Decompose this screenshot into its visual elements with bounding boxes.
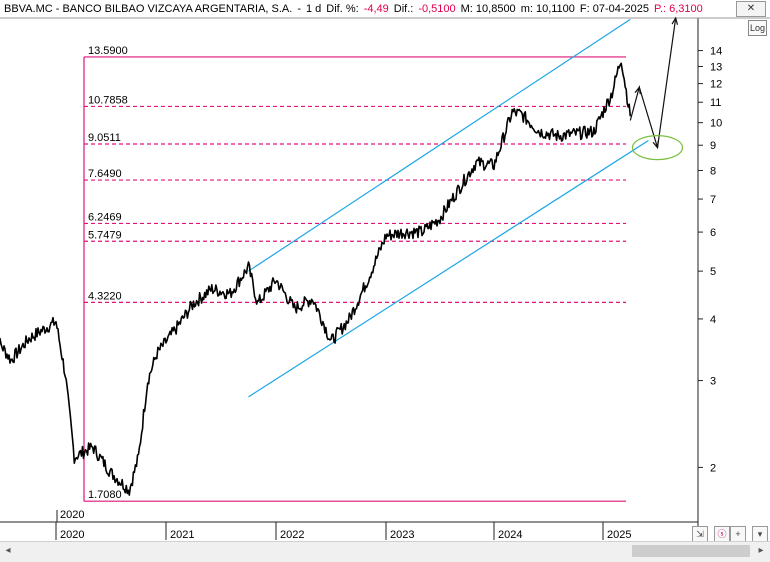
projection-arrowhead	[652, 140, 659, 150]
log-scale-button[interactable]: Log	[748, 20, 767, 36]
settings-icon[interactable]: ▾	[752, 526, 768, 542]
x-tick-label: 2021	[170, 529, 194, 541]
x-tick-label: 2020	[60, 529, 84, 541]
fib-level-label: 9.0511	[88, 132, 121, 144]
chart-type-icon[interactable]: ⓢ	[714, 526, 730, 542]
fib-level-label: 6.2469	[88, 211, 122, 223]
price-chart[interactable]: 14 13 12 11 10 9 8 7 6 5 4 3 2 2020 2021 2022 2023 2024 20…	[0, 0, 770, 541]
dif-label: Dif.:	[393, 3, 414, 15]
min-label: m: 10,1100	[520, 3, 575, 15]
fib-level-label: 5.7479	[88, 229, 122, 241]
x-tick-label: 2023	[390, 529, 414, 541]
channel-upper-line	[248, 18, 631, 272]
projection-arrowhead	[634, 85, 641, 95]
y-tick-label: 9	[710, 140, 716, 152]
y-tick-label: 10	[710, 118, 722, 130]
price-label: P.: 6,3100	[654, 3, 703, 15]
chart-header: BBVA.MC - BANCO BILBAO VIZCAYA ARGENTARI…	[0, 0, 704, 18]
scroll-left-icon[interactable]: ◂	[5, 545, 11, 556]
y-tick-label: 3	[710, 376, 716, 388]
y-tick-label: 13	[710, 61, 722, 73]
scroll-right-icon[interactable]: ▸	[758, 545, 764, 556]
scroll-thumb[interactable]	[632, 545, 750, 557]
dif-value: -0,5100	[418, 3, 456, 15]
y-tick-label: 12	[710, 79, 722, 91]
max-label: M: 10,8500	[460, 3, 516, 15]
date-label: F: 07-04-2025	[579, 3, 650, 15]
x-tick-label: 2024	[498, 529, 522, 541]
projection-arrowhead	[671, 16, 679, 25]
fib-level-label: 7.6490	[88, 168, 122, 180]
x-tick-label: 2022	[280, 529, 304, 541]
dif-pct-label: Dif. %:	[326, 3, 359, 15]
close-button[interactable]: ✕	[736, 1, 766, 17]
fib-level-label: 10.7858	[88, 94, 128, 106]
y-tick-label: 7	[710, 194, 716, 206]
y-tick-label: 11	[710, 97, 721, 109]
y-tick-label: 14	[710, 46, 722, 58]
fib-level-label: 4.3220	[88, 290, 122, 302]
symbol-title: BBVA.MC - BANCO BILBAO VIZCAYA ARGENTARI…	[4, 3, 293, 15]
y-tick-label: 5	[710, 266, 716, 278]
y-tick-label: 4	[710, 314, 716, 326]
zoom-tool-icon[interactable]: ⇲	[692, 526, 708, 542]
dif-pct-value: -4,49	[363, 3, 389, 15]
header-separator: -	[297, 3, 301, 15]
period-label: 1 d	[305, 3, 322, 15]
target-ellipse	[631, 135, 684, 161]
add-indicator-icon[interactable]: +	[730, 526, 746, 542]
projection-arrow-line	[629, 17, 677, 148]
y-tick-label: 6	[710, 227, 716, 239]
fib-level-label: 1.7080	[88, 489, 122, 501]
horizontal-scrollbar[interactable]: ◂ ▸	[0, 541, 770, 562]
channel-lower-line	[248, 140, 649, 398]
fib-level-label: 13.5900	[88, 45, 128, 57]
price-series-line	[0, 62, 632, 496]
x-small-label: 2020	[60, 509, 84, 521]
y-tick-label: 8	[710, 165, 716, 177]
y-tick-label: 2	[710, 462, 716, 474]
x-tick-label: 2025	[607, 529, 631, 541]
